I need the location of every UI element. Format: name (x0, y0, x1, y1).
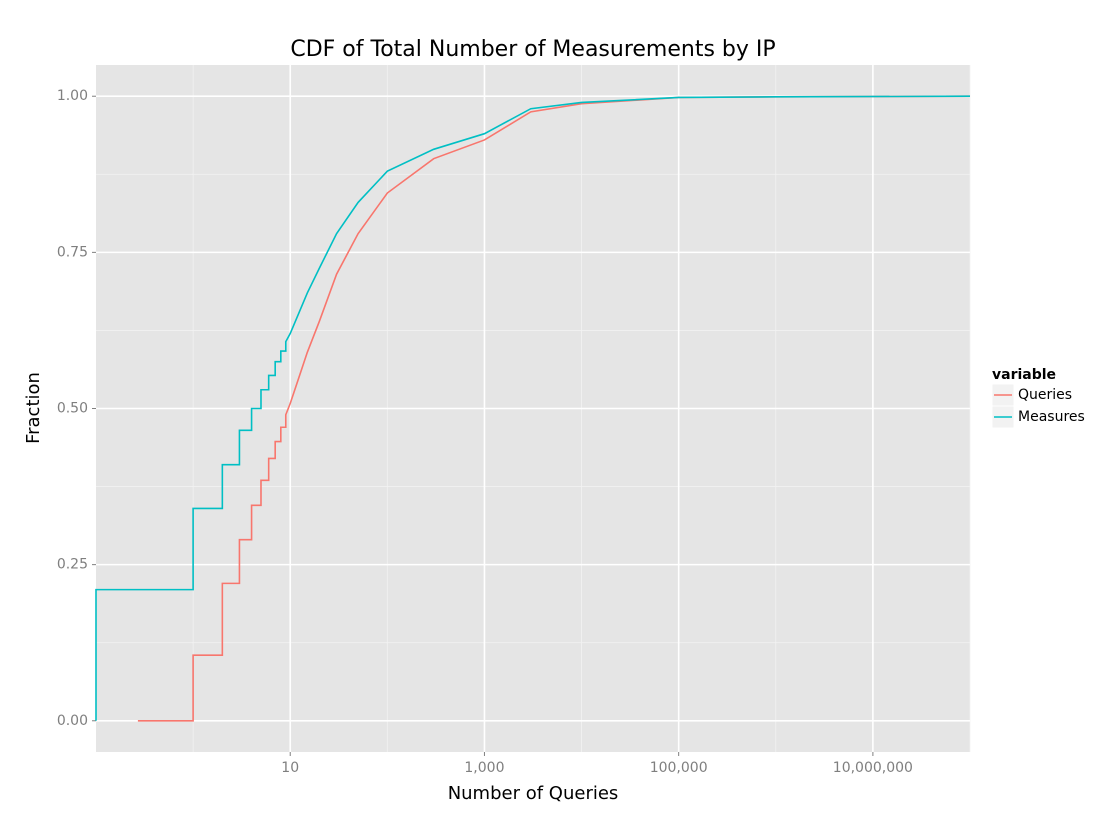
series-line (137, 95, 971, 722)
y-tick-label: 0.00 (57, 713, 88, 729)
y-tick-label: 0.50 (57, 401, 88, 417)
y-tick-label: 0.25 (57, 557, 88, 573)
x-tick-label: 10,000,000 (833, 760, 913, 776)
chart-title: CDF of Total Number of Measurements by I… (290, 37, 775, 62)
legend-label: Queries (1018, 387, 1072, 403)
legend-title: variable (992, 367, 1056, 383)
x-tick-label: 100,000 (650, 760, 708, 776)
series-line (95, 95, 971, 721)
y-tick-label: 1.00 (57, 88, 88, 104)
legend-label: Measures (1018, 409, 1085, 425)
x-axis-label: Number of Queries (448, 783, 619, 804)
y-axis-label: Fraction (23, 372, 44, 444)
x-tick-label: 10 (281, 760, 299, 776)
y-tick-label: 0.75 (57, 244, 88, 260)
x-tick-label: 1,000 (464, 760, 504, 776)
